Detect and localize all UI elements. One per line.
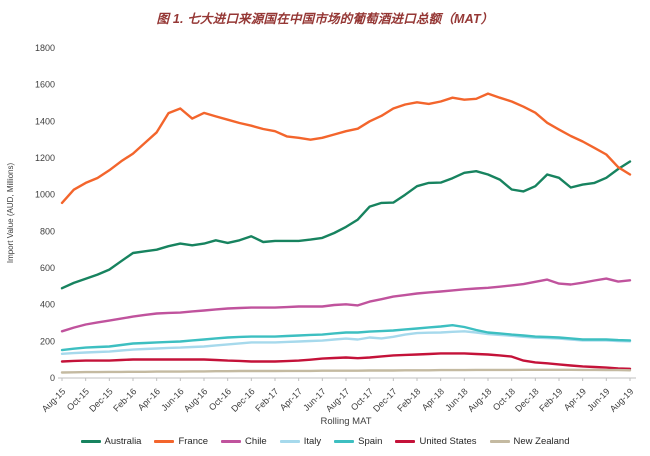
- legend-swatch-australia: [80, 439, 101, 443]
- x-tick-label: Oct-15: [65, 386, 91, 412]
- legend-label: United States: [419, 435, 477, 447]
- legend-swatch-chile: [221, 439, 242, 443]
- x-tick-label: Aug-18: [466, 386, 494, 414]
- series-line-spain: [60, 324, 632, 352]
- x-tick-label: Dec-15: [87, 386, 115, 414]
- series-line-australia: [60, 160, 632, 290]
- legend-swatch-united-states: [395, 439, 416, 443]
- series-line-chile: [60, 277, 632, 333]
- y-tick-label: 800: [40, 226, 55, 236]
- legend-item-italy: Italy: [279, 435, 322, 447]
- x-tick-label: Oct-17: [349, 386, 375, 412]
- x-tick-label: Oct-18: [491, 386, 517, 412]
- legend-item-spain: Spain: [334, 436, 382, 447]
- y-tick-label: 600: [40, 263, 55, 273]
- legend-label: Spain: [358, 435, 383, 447]
- y-tick-label: 0: [50, 373, 55, 383]
- legend-swatch-italy: [279, 439, 300, 443]
- x-tick-label: Jun-19: [585, 386, 612, 413]
- series-line-france: [60, 92, 632, 205]
- x-tick-label: Jun-18: [443, 386, 470, 413]
- legend-label: New Zealand: [513, 435, 570, 447]
- y-axis-title: Import Value (AUD, Millions): [6, 163, 15, 264]
- y-tick-label: 200: [40, 336, 55, 346]
- x-tick-label: Dec-18: [513, 386, 541, 414]
- x-tick-label: Aug-17: [324, 386, 352, 414]
- legend-item-new-zealand: New Zealand: [489, 435, 570, 447]
- series-line-new-zealand: [60, 368, 632, 374]
- x-tick-label: Aug-16: [182, 386, 210, 414]
- y-tick-label: 1800: [35, 43, 55, 53]
- chart-legend: Australia France Chile Italy Spain United Sta…: [0, 430, 650, 452]
- legend-item-united-states: United States: [395, 435, 477, 447]
- legend-item-chile: Chile: [221, 436, 267, 447]
- legend-label: Australia: [104, 435, 142, 447]
- legend-swatch-spain: [334, 439, 355, 443]
- y-tick-label: 400: [40, 300, 55, 310]
- legend-item-australia: Australia: [80, 435, 142, 447]
- legend-label: France: [178, 435, 209, 447]
- chart-title: 图 1. 七大进口来源国在中国市场的葡萄酒进口总额（MAT）: [156, 12, 494, 26]
- x-tick-label: Apr-17: [278, 386, 304, 412]
- x-tick-label: Jun-17: [301, 386, 328, 413]
- legend-label: Chile: [245, 435, 267, 447]
- legend-item-france: France: [154, 436, 208, 447]
- y-tick-label: 1000: [35, 190, 55, 200]
- x-tick-label: Apr-19: [562, 386, 588, 412]
- x-tick-label: Feb-17: [253, 386, 280, 413]
- y-tick-label: 1200: [35, 153, 55, 163]
- x-tick-label: Apr-18: [420, 386, 446, 412]
- legend-label: Italy: [303, 435, 322, 447]
- y-tick-label: 1600: [35, 80, 55, 90]
- line-chart: 020040060080010001200140016001800Aug-15O…: [6, 43, 636, 427]
- x-tick-label: Feb-19: [537, 386, 564, 413]
- x-tick-label: Feb-16: [111, 386, 138, 413]
- x-tick-label: Oct-16: [207, 386, 233, 412]
- legend-swatch-new-zealand: [489, 439, 510, 443]
- x-axis-title: Rolling MAT: [320, 416, 371, 427]
- x-tick-label: Aug-15: [40, 386, 68, 414]
- series-line-united-states: [60, 352, 632, 370]
- x-tick-label: Aug-19: [608, 386, 636, 414]
- x-tick-label: Dec-16: [229, 386, 257, 414]
- x-tick-label: Apr-16: [136, 386, 162, 412]
- x-tick-label: Dec-17: [371, 386, 399, 414]
- y-tick-label: 1400: [35, 116, 55, 126]
- legend-swatch-france: [154, 439, 175, 443]
- x-tick-label: Jun-16: [159, 386, 186, 413]
- x-tick-label: Feb-18: [395, 386, 422, 413]
